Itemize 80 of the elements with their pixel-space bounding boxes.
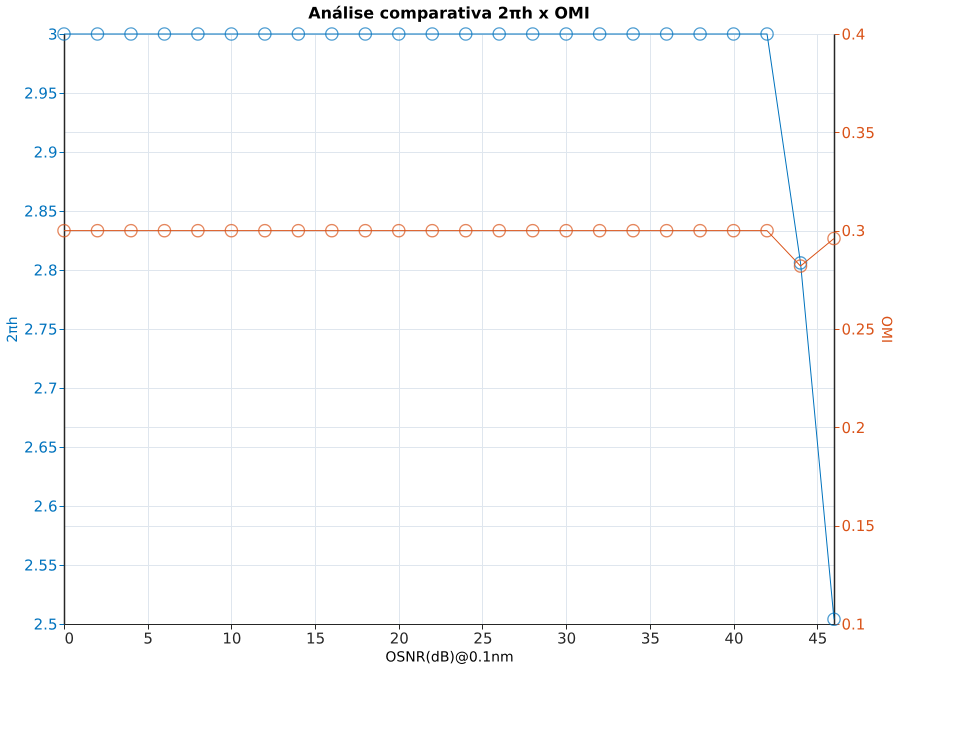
y-tick-label: 2.85 — [24, 202, 58, 220]
y-tick-label: 2.5 — [34, 616, 58, 634]
point — [458, 27, 473, 41]
point — [526, 224, 540, 238]
point — [124, 27, 138, 41]
point — [425, 224, 440, 238]
x-tick-label: 15 — [306, 630, 326, 648]
point — [325, 224, 339, 238]
point — [158, 27, 172, 41]
point — [626, 224, 640, 238]
x-tick-label: 5 — [143, 630, 153, 648]
y-tick-label: 2.75 — [24, 320, 58, 338]
point — [124, 224, 138, 238]
point — [57, 27, 71, 41]
point — [292, 27, 306, 41]
y-tick-label: 2.7 — [34, 380, 58, 398]
x-tick-label: 35 — [640, 630, 660, 648]
point — [592, 27, 606, 41]
point — [258, 224, 272, 238]
x-tick-label: 30 — [557, 630, 576, 648]
y2-tick-label: 0.4 — [842, 26, 866, 44]
point — [425, 27, 440, 41]
point — [660, 224, 674, 238]
y-tick-label: 2.6 — [34, 498, 58, 516]
point — [559, 27, 573, 41]
point — [57, 224, 71, 238]
point — [794, 256, 808, 270]
y2-tick-label: 0.2 — [842, 418, 866, 437]
y-tick-label: 3 — [48, 26, 58, 44]
point — [392, 27, 406, 41]
point — [258, 27, 272, 41]
x-tick-label: 10 — [222, 630, 242, 648]
point — [325, 27, 339, 41]
x-tick-label: 0 — [64, 630, 74, 648]
point — [90, 27, 104, 41]
point — [191, 27, 205, 41]
point — [693, 224, 707, 238]
point — [358, 27, 372, 41]
chart-title: Análise comparativa 2πh x OMI — [308, 3, 590, 22]
point — [191, 224, 205, 238]
x-tick-label: 40 — [724, 630, 744, 648]
y-tick-label: 2.9 — [34, 144, 58, 162]
point — [760, 27, 774, 41]
point — [660, 27, 674, 41]
y2-tick-label: 0.35 — [842, 124, 875, 142]
point — [726, 27, 740, 41]
point — [492, 224, 506, 238]
y-tick-label: 2.65 — [24, 438, 58, 456]
x-axis-title: OSNR(dB)@0.1nm — [385, 650, 514, 666]
y2-tick-label: 0.3 — [842, 222, 866, 240]
point — [358, 224, 372, 238]
point — [90, 224, 104, 238]
y-axis-title: 2πh — [5, 316, 22, 343]
point — [224, 224, 238, 238]
y-tick-label: 2.95 — [24, 84, 58, 102]
point — [526, 27, 540, 41]
y2-axis-title: OMI — [878, 316, 894, 344]
point — [292, 224, 306, 238]
point — [224, 27, 238, 41]
point — [693, 27, 707, 41]
x-tick-label: 20 — [390, 630, 409, 648]
y-tick-label: 2.8 — [34, 262, 58, 280]
point — [760, 224, 774, 238]
y2-tick-label: 0.1 — [842, 616, 866, 634]
point — [827, 612, 841, 626]
point — [626, 27, 640, 41]
y-tick-label: 2.55 — [24, 556, 58, 574]
point — [158, 224, 172, 238]
point — [726, 224, 740, 238]
point — [392, 224, 406, 238]
point — [592, 224, 606, 238]
point — [794, 259, 808, 273]
y2-tick-label: 0.15 — [842, 517, 875, 536]
point — [827, 232, 841, 246]
y2-tick-label: 0.25 — [842, 320, 875, 338]
point — [492, 27, 506, 41]
point — [458, 224, 473, 238]
point — [559, 224, 573, 238]
x-tick-label: 45 — [808, 630, 828, 648]
x-tick-label: 25 — [473, 630, 493, 648]
